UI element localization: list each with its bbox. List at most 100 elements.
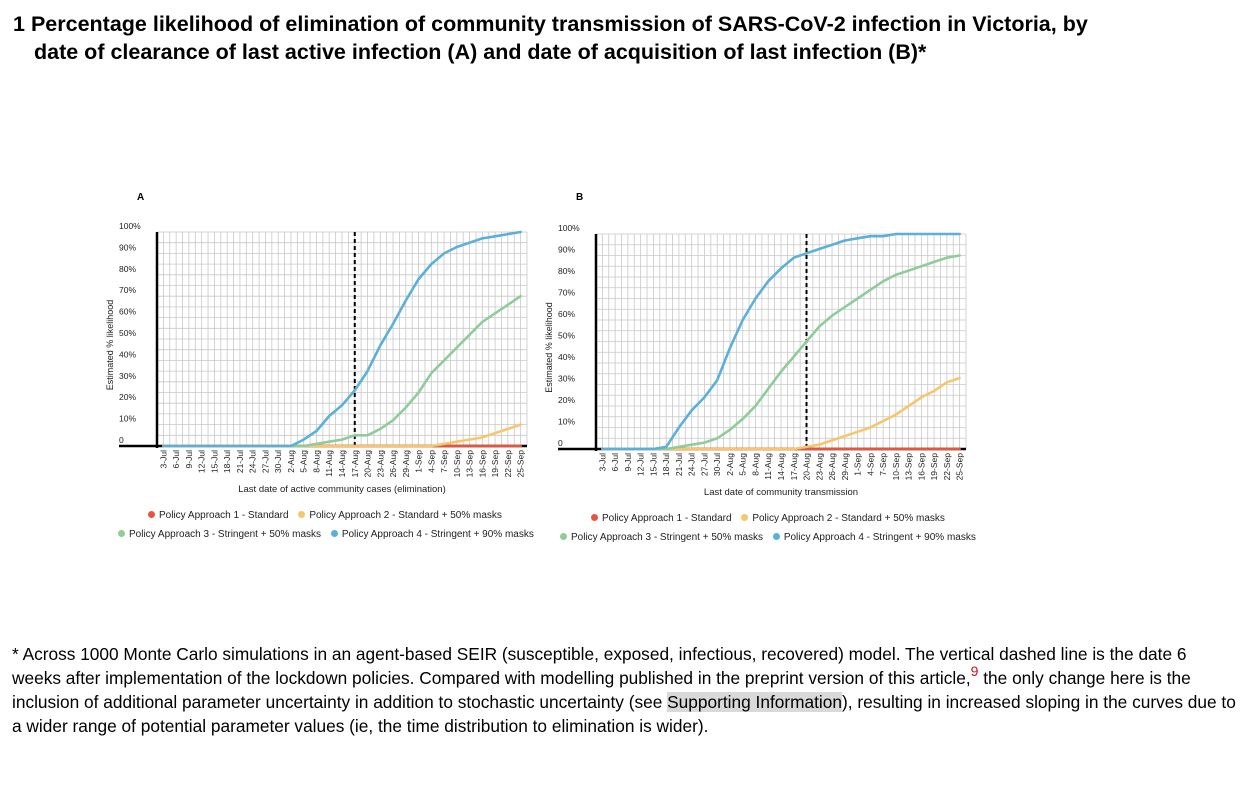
x-tick-label: 5-Aug <box>299 450 309 473</box>
y-tick-label: 10% <box>558 417 575 427</box>
x-tick-label: 18-Jul <box>222 450 232 473</box>
legend-swatch-policy3 <box>560 533 567 540</box>
series-line-policy4 <box>601 232 961 451</box>
legend-item: Policy Approach 2 - Standard + 50% masks <box>298 510 502 521</box>
y-tick-label: 80% <box>558 266 575 276</box>
x-tick-label: 9-Jul <box>184 450 194 469</box>
x-tick-label: 17-Aug <box>350 450 360 478</box>
x-tick-label: 19-Sep <box>490 450 500 478</box>
x-tick-label: 15-Jul <box>209 450 219 473</box>
y-tick-label: 70% <box>119 285 136 295</box>
supporting-information-link[interactable]: Supporting Information <box>667 692 842 712</box>
x-tick-label: 14-Aug <box>776 453 786 481</box>
y-tick-label: 60% <box>119 307 136 317</box>
x-tick-label: 14-Aug <box>337 450 347 478</box>
x-tick-label: 26-Aug <box>827 453 837 481</box>
y-tick-label: 100% <box>119 221 141 231</box>
x-tick-label: 21-Jul <box>235 450 245 473</box>
x-tick-label: 24-Jul <box>687 453 697 476</box>
x-tick-label: 7-Sep <box>878 453 888 476</box>
y-tick-label: 30% <box>119 371 136 381</box>
x-tick-label: 1-Sep <box>853 453 863 476</box>
series-line-policy4 <box>162 230 522 448</box>
x-tick-label: 20-Aug <box>802 453 812 481</box>
x-tick-label: 29-Aug <box>401 450 411 478</box>
reference-9-link[interactable]: 9 <box>970 663 979 679</box>
y-axis-label: Estimated % likelihood <box>105 300 115 391</box>
x-tick-label: 11-Aug <box>763 453 773 480</box>
x-tick-label: 13-Sep <box>904 453 914 481</box>
x-tick-label: 6-Jul <box>171 450 181 469</box>
x-tick-label: 23-Aug <box>375 450 385 478</box>
x-tick-label: 3-Jul <box>158 450 168 469</box>
y-tick-label: 40% <box>119 349 136 359</box>
legend-label-policy3: Policy Approach 3 - Stringent + 50% mask… <box>571 532 764 543</box>
figure-title-line1: Percentage likelihood of elimination of … <box>30 12 1088 36</box>
x-tick-label: 25-Sep <box>516 450 526 478</box>
x-tick-label: 4-Sep <box>865 453 875 476</box>
legend-label-policy1: Policy Approach 1 - Standard <box>159 510 289 521</box>
x-tick-label: 2-Aug <box>725 453 735 476</box>
legend-item: Policy Approach 3 - Stringent + 50% mask… <box>560 532 763 543</box>
x-tick-label: 22-Sep <box>503 450 513 478</box>
legend-label-policy2: Policy Approach 2 - Standard + 50% masks <box>752 513 945 524</box>
legend-a-row2: Policy Approach 3 - Stringent + 50% mask… <box>118 529 541 541</box>
legend-swatch-policy4 <box>772 533 780 540</box>
y-tick-label: 60% <box>558 309 575 319</box>
legend-swatch-policy2 <box>741 514 749 521</box>
x-tick-label: 30-Jul <box>712 453 722 476</box>
y-tick-label: 0 <box>558 438 563 448</box>
y-tick-label: 40% <box>558 352 575 362</box>
series-line-policy3 <box>601 254 961 451</box>
legend-label-policy4: Policy Approach 4 - Stringent + 90% mask… <box>783 532 976 543</box>
legend-a-row1: Policy Approach 1 - Standard Policy Appr… <box>148 510 509 522</box>
legend-b-row2: Policy Approach 3 - Stringent + 50% mask… <box>560 532 983 544</box>
x-tick-label: 8-Aug <box>311 450 321 473</box>
chart-panel-b: B 0 10% 20% 30% 40% 50% 60% 70% 80% 90% 100% Estimat… <box>544 192 967 498</box>
panel-letter: A <box>137 192 144 203</box>
legend-swatch-policy1 <box>148 511 155 518</box>
x-tick-label: 20-Aug <box>363 450 373 478</box>
x-tick-label: 24-Jul <box>248 450 258 473</box>
x-tick-label: 2-Aug <box>286 450 296 473</box>
y-tick-label: 100% <box>558 223 580 233</box>
grid <box>156 231 528 447</box>
x-tick-label: 27-Jul <box>699 453 709 476</box>
legend-swatch-policy2 <box>298 511 306 518</box>
x-tick-label: 3-Jul <box>597 453 607 472</box>
legend-swatch-policy1 <box>591 514 598 521</box>
x-tick-label: 22-Sep <box>942 453 952 481</box>
x-tick-label: 9-Jul <box>623 453 633 472</box>
x-tick-label: 23-Aug <box>814 453 824 481</box>
x-tick-label: 13-Sep <box>465 450 475 478</box>
grid <box>595 233 967 450</box>
x-tick-label: 16-Sep <box>477 450 487 478</box>
footnote-text-middle: the only change here is the inclusion of… <box>12 668 1191 712</box>
x-tick-label: 10-Sep <box>891 453 901 481</box>
y-axis-label: Estimated % likelihood <box>544 302 554 393</box>
x-tick-label: 1-Sep <box>414 450 424 473</box>
figure-number: 1 <box>13 12 25 36</box>
x-tick-label: 10-Sep <box>452 450 462 478</box>
legend-item: Policy Approach 3 - Stringent + 50% mask… <box>118 529 321 540</box>
x-tick-label: 16-Sep <box>916 453 926 481</box>
figure-title-line2: date of clearance of last active infecti… <box>34 40 927 64</box>
legend-label-policy2: Policy Approach 2 - Standard + 50% masks <box>309 510 502 521</box>
y-tick-label: 80% <box>119 264 136 274</box>
legend-item: Policy Approach 1 - Standard <box>148 510 289 521</box>
y-tick-label: 70% <box>558 288 575 298</box>
x-tick-label: 8-Aug <box>750 453 760 476</box>
x-tick-label: 18-Jul <box>661 453 671 476</box>
y-tick-label: 10% <box>119 414 136 424</box>
legend-item: Policy Approach 4 - Stringent + 90% mask… <box>330 529 534 540</box>
x-tick-label: 21-Jul <box>674 453 684 476</box>
x-tick-label: 27-Jul <box>260 450 270 473</box>
footnote-text-before: * Across 1000 Monte Carlo simulations in… <box>12 644 1187 688</box>
figure-title: 1 Percentage likelihood of elimination o… <box>13 10 1243 66</box>
x-tick-label: 7-Sep <box>439 450 449 473</box>
x-axis-label: Last date of active community cases (eli… <box>238 484 446 495</box>
x-tick-label: 6-Jul <box>610 453 620 472</box>
legend-item: Policy Approach 2 - Standard + 50% masks <box>741 513 945 524</box>
figure-footnote: * Across 1000 Monte Carlo simulations in… <box>12 642 1237 738</box>
legend-label-policy3: Policy Approach 3 - Stringent + 50% mask… <box>129 529 322 540</box>
